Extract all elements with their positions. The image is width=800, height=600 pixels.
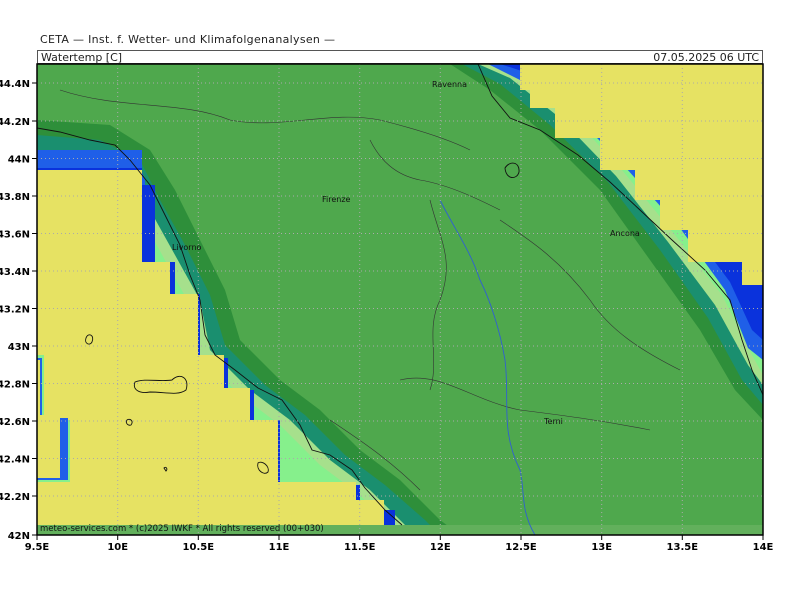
valid-time-label: 07.05.2025 06 UTC	[653, 51, 759, 64]
variable-label: Watertemp [C]	[41, 51, 123, 64]
city-label: Livorno	[172, 243, 202, 252]
lon-tick-label: 13E	[591, 542, 612, 553]
adriatic-sea	[450, 64, 763, 420]
lat-tick-label: 43.6N	[0, 230, 30, 241]
city-label: Terni	[543, 417, 563, 426]
admin-borders	[59, 89, 681, 491]
chart-title: CETA — Inst. f. Wetter- und Klimafolgena…	[40, 33, 336, 46]
tyrrhenian-sea	[37, 120, 460, 535]
lat-tick-label: 44.4N	[0, 79, 30, 90]
tiber-river	[439, 199, 536, 535]
lat-tick-label: 42.8N	[0, 380, 30, 391]
axis-ticks	[32, 82, 764, 540]
lon-tick-label: 10E	[107, 542, 128, 553]
lat-tick-label: 43.2N	[0, 305, 30, 316]
lon-tick-labels: 9.5E 10E 10.5E 11E 11.5E 12E 12.5E 13E 1…	[25, 542, 774, 553]
footer-strip	[37, 525, 763, 535]
coastlines	[37, 64, 763, 526]
lat-tick-label: 43N	[8, 342, 30, 353]
lat-tick-label: 42.2N	[0, 492, 30, 503]
lon-tick-label: 12E	[430, 542, 451, 553]
lon-tick-label: 12.5E	[505, 542, 537, 553]
city-label: Firenze	[322, 195, 351, 204]
grid-lines	[37, 64, 763, 535]
map-field: Ravenna Firenze Livorno Ancona Terni met…	[37, 64, 763, 535]
lat-tick-label: 42.4N	[0, 455, 30, 466]
city-label: Ravenna	[432, 80, 467, 89]
lat-tick-label: 42.6N	[0, 417, 30, 428]
city-label: Ancona	[610, 229, 640, 238]
lat-tick-labels: 42N 42.2N 42.4N 42.6N 42.8N 43N 43.2N 43…	[0, 79, 30, 542]
lon-tick-label: 9.5E	[25, 542, 50, 553]
lon-tick-label: 11.5E	[344, 542, 376, 553]
copyright-text: meteo-services.com * (c)2025 IWKF * All …	[40, 524, 324, 534]
lat-tick-label: 43.4N	[0, 267, 30, 278]
lat-tick-label: 44.2N	[0, 117, 30, 128]
lon-tick-label: 11E	[269, 542, 290, 553]
lat-tick-label: 42N	[8, 531, 30, 542]
lat-tick-label: 43.8N	[0, 192, 30, 203]
lon-tick-label: 10.5E	[183, 542, 215, 553]
lon-tick-label: 14E	[753, 542, 774, 553]
lat-tick-label: 44N	[8, 155, 30, 166]
map-frame	[36, 63, 764, 536]
lon-tick-label: 13.5E	[667, 542, 699, 553]
